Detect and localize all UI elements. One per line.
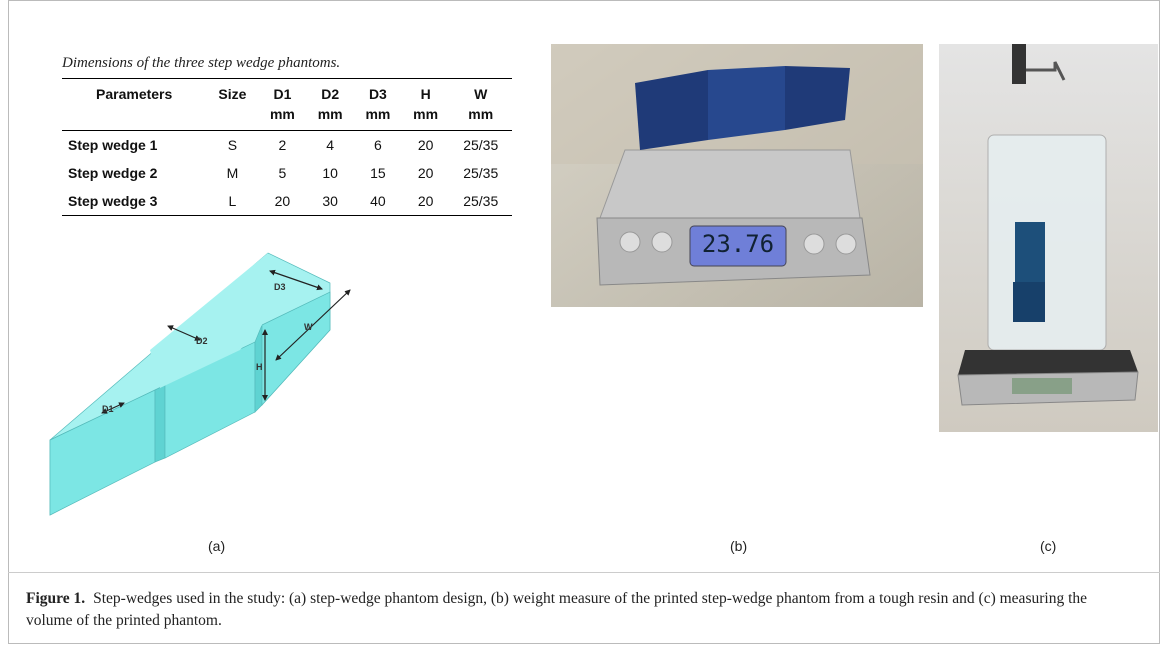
caption-label: Figure 1. [26, 590, 85, 607]
panel-label: (c) [1040, 538, 1056, 554]
dimension-label: W [304, 322, 313, 332]
panel-label: (a) [208, 538, 225, 554]
photo-beaker [939, 44, 1158, 432]
dimension-label: D3 [274, 282, 286, 292]
figure-art: D1 D2 D3 H W 23.76 [0, 0, 1169, 652]
photo-scale: 23.76 [551, 44, 923, 307]
step-wedge-diagram [50, 253, 330, 515]
dimension-label: D2 [196, 336, 208, 346]
figure-caption: Figure 1.Step-wedges used in the study: … [26, 588, 1136, 632]
dimension-label: D1 [102, 404, 114, 414]
caption-text: Step-wedges used in the study: (a) step-… [26, 590, 1087, 629]
dimension-label: H [256, 362, 263, 372]
separator [8, 572, 1160, 573]
panel-label: (b) [730, 538, 747, 554]
scale-display: 23.76 [702, 230, 774, 258]
page: Dimensions of the three step wedge phant… [0, 0, 1169, 652]
